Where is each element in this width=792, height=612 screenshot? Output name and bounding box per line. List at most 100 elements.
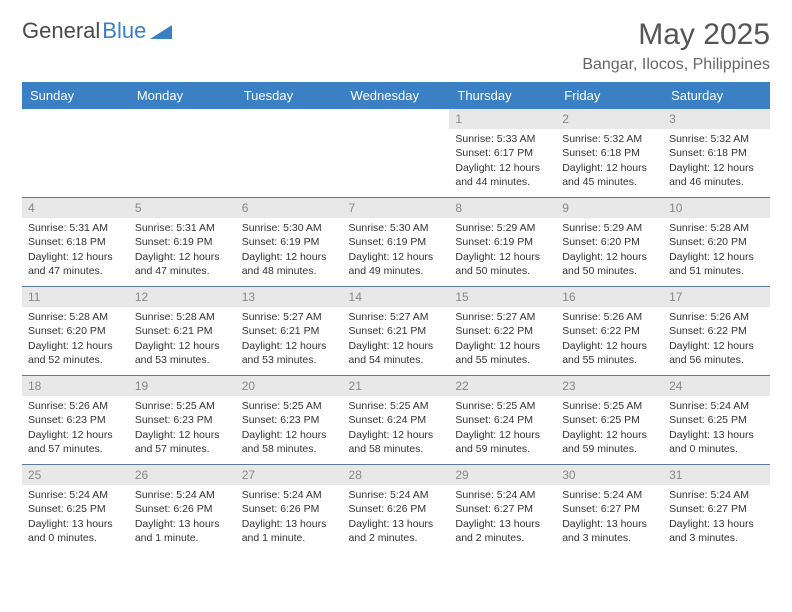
day-cell: 6Sunrise: 5:30 AMSunset: 6:19 PMDaylight… [236, 198, 343, 287]
day-sunrise: Sunrise: 5:32 AM [669, 132, 764, 146]
day-dl2: and 53 minutes. [242, 353, 337, 367]
day-dl2: and 58 minutes. [242, 442, 337, 456]
day-dl1: Daylight: 13 hours [669, 428, 764, 442]
day-cell: 15Sunrise: 5:27 AMSunset: 6:22 PMDayligh… [449, 287, 556, 376]
day-number: 19 [129, 376, 236, 396]
day-number: 6 [236, 198, 343, 218]
day-cell: 28Sunrise: 5:24 AMSunset: 6:26 PMDayligh… [343, 465, 450, 554]
day-dl2: and 53 minutes. [135, 353, 230, 367]
day-dl1: Daylight: 13 hours [135, 517, 230, 531]
day-number: 1 [449, 109, 556, 129]
day-cell: 23Sunrise: 5:25 AMSunset: 6:25 PMDayligh… [556, 376, 663, 465]
day-dl1: Daylight: 12 hours [242, 250, 337, 264]
day-dl1: Daylight: 12 hours [28, 339, 123, 353]
logo: GeneralBlue [22, 18, 172, 44]
day-sunrise: Sunrise: 5:29 AM [455, 221, 550, 235]
weekday-header-row: Sunday Monday Tuesday Wednesday Thursday… [22, 82, 770, 109]
day-dl2: and 55 minutes. [455, 353, 550, 367]
weekday-header: Saturday [663, 82, 770, 109]
day-sunset: Sunset: 6:18 PM [28, 235, 123, 249]
day-cell: 26 Sunrise: 5:24 AMSunset: 6:26 PMDayligh… [129, 465, 236, 554]
day-cell [129, 109, 236, 198]
day-number: 5 [129, 198, 236, 218]
day-sunrise: Sunrise: 5:30 AM [349, 221, 444, 235]
day-sunrise: Sunrise: 5:24 AM [135, 488, 230, 502]
logo-triangle-icon [150, 23, 172, 39]
day-number: 28 [343, 465, 450, 485]
day-number: 11 [22, 287, 129, 307]
day-cell: 14 Sunrise: 5:27 AMSunset: 6:21 PMDayligh… [343, 287, 450, 376]
location: Bangar, Ilocos, Philippines [582, 56, 770, 74]
day-dl2: and 47 minutes. [135, 264, 230, 278]
day-dl2: and 57 minutes. [28, 442, 123, 456]
day-dl2: and 3 minutes. [562, 531, 657, 545]
day-sunrise: Sunrise: 5:28 AM [669, 221, 764, 235]
weekday-header: Friday [556, 82, 663, 109]
day-dl1: Daylight: 12 hours [455, 161, 550, 175]
day-dl1: Daylight: 12 hours [135, 428, 230, 442]
day-dl2: and 51 minutes. [669, 264, 764, 278]
day-sunset: Sunset: 6:19 PM [455, 235, 550, 249]
day-cell [22, 109, 129, 198]
day-cell: 4Sunrise: 5:31 AMSunset: 6:18 PMDaylight… [22, 198, 129, 287]
day-cell: 3Sunrise: 5:32 AMSunset: 6:18 PMDaylight… [663, 109, 770, 198]
day-dl2: and 50 minutes. [455, 264, 550, 278]
day-cell: 17Sunrise: 5:26 AMSunset: 6:22 PMDayligh… [663, 287, 770, 376]
day-sunset: Sunset: 6:25 PM [669, 413, 764, 427]
day-dl2: and 50 minutes. [562, 264, 657, 278]
day-dl2: and 48 minutes. [242, 264, 337, 278]
week-row: 1Sunrise: 5:33 AMSunset: 6:17 PMDaylight… [22, 109, 770, 198]
day-number: 21 [343, 376, 450, 396]
day-cell: 30Sunrise: 5:24 AMSunset: 6:27 PMDayligh… [556, 465, 663, 554]
day-cell [236, 109, 343, 198]
day-cell: 9Sunrise: 5:29 AMSunset: 6:20 PMDaylight… [556, 198, 663, 287]
day-sunset: Sunset: 6:21 PM [135, 324, 230, 338]
day-sunset: Sunset: 6:27 PM [455, 502, 550, 516]
day-sunset: Sunset: 6:27 PM [562, 502, 657, 516]
day-sunset: Sunset: 6:21 PM [349, 324, 444, 338]
day-dl1: Daylight: 12 hours [455, 250, 550, 264]
day-sunrise: Sunrise: 5:24 AM [349, 488, 444, 502]
day-dl1: Daylight: 13 hours [669, 517, 764, 531]
day-sunrise: Sunrise: 5:30 AM [242, 221, 337, 235]
day-dl1: Daylight: 12 hours [349, 339, 444, 353]
day-sunrise: Sunrise: 5:29 AM [562, 221, 657, 235]
title-block: May 2025 Bangar, Ilocos, Philippines [582, 18, 770, 74]
day-dl2: and 59 minutes. [562, 442, 657, 456]
day-dl1: Daylight: 12 hours [562, 161, 657, 175]
week-row: 18Sunrise: 5:26 AMSunset: 6:23 PMDayligh… [22, 376, 770, 465]
day-sunset: Sunset: 6:18 PM [562, 146, 657, 160]
day-cell: 20Sunrise: 5:25 AMSunset: 6:23 PMDayligh… [236, 376, 343, 465]
header: GeneralBlue May 2025 Bangar, Ilocos, Phi… [22, 18, 770, 74]
day-sunset: Sunset: 6:26 PM [135, 502, 230, 516]
day-number: 23 [556, 376, 663, 396]
day-number: 8 [449, 198, 556, 218]
day-sunset: Sunset: 6:23 PM [28, 413, 123, 427]
day-dl2: and 49 minutes. [349, 264, 444, 278]
day-sunrise: Sunrise: 5:26 AM [562, 310, 657, 324]
weekday-header: Tuesday [236, 82, 343, 109]
week-row: 25Sunrise: 5:24 AMSunset: 6:25 PMDayligh… [22, 465, 770, 554]
day-number: 20 [236, 376, 343, 396]
day-number: 14 [343, 287, 450, 307]
day-sunrise: Sunrise: 5:27 AM [349, 310, 444, 324]
day-sunset: Sunset: 6:21 PM [242, 324, 337, 338]
day-sunset: Sunset: 6:20 PM [669, 235, 764, 249]
weekday-header: Sunday [22, 82, 129, 109]
day-sunset: Sunset: 6:22 PM [669, 324, 764, 338]
weekday-header: Monday [129, 82, 236, 109]
day-dl2: and 0 minutes. [669, 442, 764, 456]
day-number: 22 [449, 376, 556, 396]
day-dl2: and 0 minutes. [28, 531, 123, 545]
day-cell: 22Sunrise: 5:25 AMSunset: 6:24 PMDayligh… [449, 376, 556, 465]
day-number: 26 [129, 465, 236, 485]
logo-text-2: Blue [102, 18, 146, 44]
weekday-header: Thursday [449, 82, 556, 109]
day-dl2: and 55 minutes. [562, 353, 657, 367]
day-number: 9 [556, 198, 663, 218]
day-sunset: Sunset: 6:18 PM [669, 146, 764, 160]
day-dl1: Daylight: 13 hours [562, 517, 657, 531]
day-sunrise: Sunrise: 5:24 AM [242, 488, 337, 502]
day-cell: 19Sunrise: 5:25 AMSunset: 6:23 PMDayligh… [129, 376, 236, 465]
day-cell: 7Sunrise: 5:30 AMSunset: 6:19 PMDaylight… [343, 198, 450, 287]
